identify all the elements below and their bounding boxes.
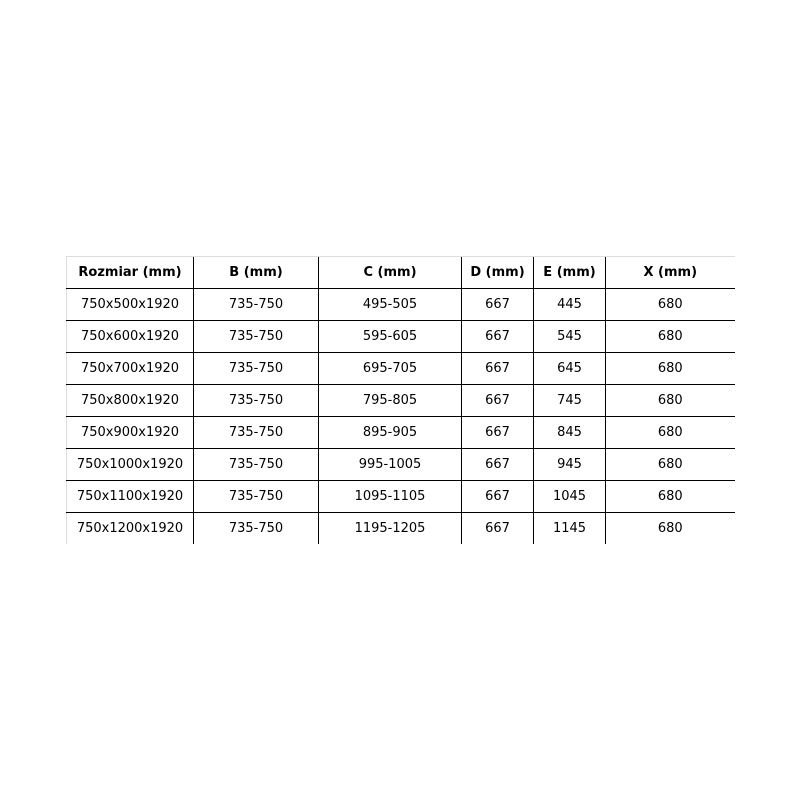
cell-x: 680: [605, 480, 735, 513]
table-row: 750x900x1920 735-750 895-905 667 845 680: [66, 416, 735, 449]
header-x: X (mm): [605, 256, 735, 289]
cell-size: 750x700x1920: [66, 352, 194, 385]
table-body: 750x500x1920 735-750 495-505 667 445 680 750x6…: [66, 288, 735, 544]
header-c: C (mm): [318, 256, 462, 289]
cell-d: 667: [461, 352, 534, 385]
cell-b: 735-750: [193, 448, 319, 481]
cell-x: 680: [605, 448, 735, 481]
table-row: 750x700x1920 735-750 695-705 667 645 680: [66, 352, 735, 385]
cell-e: 745: [533, 384, 606, 417]
cell-d: 667: [461, 416, 534, 449]
cell-e: 545: [533, 320, 606, 353]
cell-d: 667: [461, 512, 534, 544]
cell-d: 667: [461, 288, 534, 321]
header-e: E (mm): [533, 256, 606, 289]
table-row: 750x600x1920 735-750 595-605 667 545 680: [66, 320, 735, 353]
cell-b: 735-750: [193, 416, 319, 449]
cell-b: 735-750: [193, 320, 319, 353]
cell-c: 895-905: [318, 416, 462, 449]
header-row: Rozmiar (mm) B (mm) C (mm) D (mm) E (mm) X (m…: [66, 256, 735, 289]
cell-e: 1045: [533, 480, 606, 513]
header-b: B (mm): [193, 256, 319, 289]
cell-c: 695-705: [318, 352, 462, 385]
cell-x: 680: [605, 512, 735, 544]
cell-c: 795-805: [318, 384, 462, 417]
cell-e: 645: [533, 352, 606, 385]
cell-size: 750x1200x1920: [66, 512, 194, 544]
cell-size: 750x500x1920: [66, 288, 194, 321]
cell-d: 667: [461, 448, 534, 481]
table-row: 750x800x1920 735-750 795-805 667 745 680: [66, 384, 735, 417]
cell-b: 735-750: [193, 512, 319, 544]
table-row: 750x1100x1920 735-750 1095-1105 667 1045 680: [66, 480, 735, 513]
cell-b: 735-750: [193, 352, 319, 385]
cell-size: 750x600x1920: [66, 320, 194, 353]
cell-c: 995-1005: [318, 448, 462, 481]
cell-d: 667: [461, 320, 534, 353]
cell-x: 680: [605, 352, 735, 385]
cell-d: 667: [461, 480, 534, 513]
cell-e: 845: [533, 416, 606, 449]
cell-b: 735-750: [193, 384, 319, 417]
cell-size: 750x1100x1920: [66, 480, 194, 513]
table-row: 750x1200x1920 735-750 1195-1205 667 1145 680: [66, 512, 735, 544]
cell-e: 1145: [533, 512, 606, 544]
cell-c: 595-605: [318, 320, 462, 353]
cell-size: 750x1000x1920: [66, 448, 194, 481]
cell-size: 750x900x1920: [66, 416, 194, 449]
cell-c: 495-505: [318, 288, 462, 321]
cell-b: 735-750: [193, 480, 319, 513]
header-size: Rozmiar (mm): [66, 256, 194, 289]
cell-b: 735-750: [193, 288, 319, 321]
cell-c: 1195-1205: [318, 512, 462, 544]
cell-size: 750x800x1920: [66, 384, 194, 417]
table-row: 750x500x1920 735-750 495-505 667 445 680: [66, 288, 735, 321]
cell-c: 1095-1105: [318, 480, 462, 513]
dimensions-table: Rozmiar (mm) B (mm) C (mm) D (mm) E (mm) X (m…: [66, 256, 735, 544]
cell-e: 445: [533, 288, 606, 321]
header-d: D (mm): [461, 256, 534, 289]
cell-d: 667: [461, 384, 534, 417]
table-row: 750x1000x1920 735-750 995-1005 667 945 680: [66, 448, 735, 481]
cell-x: 680: [605, 288, 735, 321]
cell-x: 680: [605, 320, 735, 353]
cell-x: 680: [605, 416, 735, 449]
cell-x: 680: [605, 384, 735, 417]
cell-e: 945: [533, 448, 606, 481]
